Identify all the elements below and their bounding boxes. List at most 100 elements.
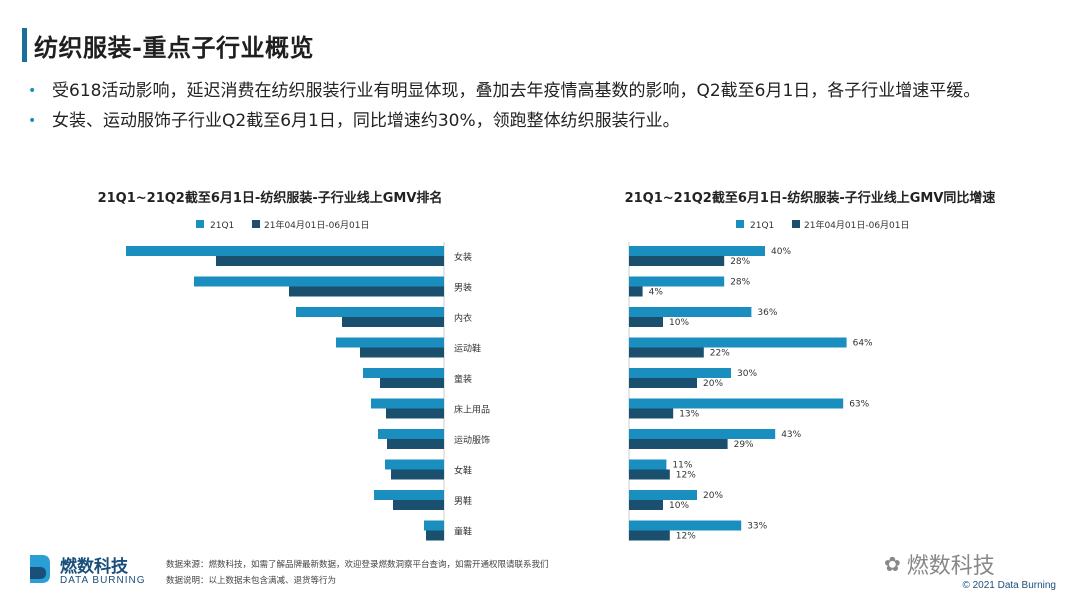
data-label-series2-9: 12% xyxy=(676,532,696,542)
logo-text: 燃数科技 xyxy=(60,557,128,577)
bullet-text: 受618活动影响，延迟消费在纺织服装行业有明显体现，叠加去年疫情高基数的影响，Q… xyxy=(52,81,981,101)
bar-series2-1 xyxy=(289,286,444,297)
data-label-series2-3: 22% xyxy=(710,349,730,359)
legend-swatch-series2 xyxy=(792,220,800,228)
bar-series1-1 xyxy=(629,276,725,287)
chart-title: 21Q1~21Q2截至6月1日-纺织服装-子行业线上GMV排名 xyxy=(98,190,443,206)
bullet-text: 女装、运动服饰子行业Q2截至6月1日，同比增速约30%，领跑整体纺织服装行业。 xyxy=(52,111,680,131)
bar-series1-0 xyxy=(126,246,444,256)
watermark-text: 燃数科技 xyxy=(906,554,995,579)
bar-series2-5 xyxy=(386,408,444,419)
bar-series1-7 xyxy=(629,459,667,470)
bar-series1-8 xyxy=(374,490,444,500)
gmv-growth-chart: 21Q1~21Q2截至6月1日-纺织服装-子行业线上GMV同比增速 21Q1 21年… xyxy=(625,190,996,542)
bar-series2-9 xyxy=(629,530,670,541)
data-label-series2-8: 10% xyxy=(669,501,689,511)
data-label-series1-4: 30% xyxy=(737,369,757,379)
bar-series2-2 xyxy=(342,317,444,327)
data-label-series1-1: 28% xyxy=(730,278,750,288)
legend-label-series1: 21Q1 xyxy=(750,221,774,231)
bar-series2-6 xyxy=(629,439,728,449)
bullet-list: • 受618活动影响，延迟消费在纺织服装行业有明显体现，叠加去年疫情高基数的影响，… xyxy=(28,76,980,136)
bar-series2-2 xyxy=(629,317,663,327)
bar-series1-5 xyxy=(371,398,444,409)
bar-series2-8 xyxy=(393,500,444,510)
data-label-series1-9: 33% xyxy=(747,522,767,532)
legend-label-series2: 21年04月01日-06月01日 xyxy=(804,219,910,231)
bar-series2-9 xyxy=(426,530,444,541)
bar-series2-3 xyxy=(629,347,704,358)
bar-series1-4 xyxy=(363,368,444,378)
bullet-item: • 女装、运动服饰子行业Q2截至6月1日，同比增速约30%，领跑整体纺织服装行业。 xyxy=(28,106,980,136)
legend-label-series1: 21Q1 xyxy=(210,221,234,231)
copyright: © 2021 Data Burning xyxy=(962,580,1056,591)
category-label-2: 内衣 xyxy=(454,312,472,324)
legend-swatch-series2 xyxy=(252,220,260,228)
wechat-icon: ✿ xyxy=(884,552,901,576)
data-label-series1-2: 36% xyxy=(757,308,777,318)
bar-series2-5 xyxy=(629,408,674,419)
category-label-5: 床上用品 xyxy=(454,404,490,416)
chart-title: 21Q1~21Q2截至6月1日-纺织服装-子行业线上GMV同比增速 xyxy=(625,190,996,206)
data-label-series2-7: 12% xyxy=(676,471,696,481)
bullet-dot-icon: • xyxy=(28,83,37,99)
data-label-series2-1: 4% xyxy=(649,288,664,298)
watermark: ✿ 燃数科技 xyxy=(884,548,995,580)
bar-series1-5 xyxy=(629,398,844,409)
legend-swatch-series1 xyxy=(736,220,744,228)
data-label-series1-3: 64% xyxy=(853,339,873,349)
bullet-item: • 受618活动影响，延迟消费在纺织服装行业有明显体现，叠加去年疫情高基数的影响，… xyxy=(28,76,980,106)
bar-series1-3 xyxy=(629,337,847,348)
category-label-6: 运动服饰 xyxy=(454,434,490,446)
logo-subtext: DATA BURNING xyxy=(60,575,146,586)
bar-series2-3 xyxy=(360,347,444,358)
category-label-4: 童装 xyxy=(454,373,472,385)
data-label-series2-2: 10% xyxy=(669,318,689,328)
bar-series2-6 xyxy=(387,439,444,449)
data-label-series1-6: 43% xyxy=(781,430,801,440)
bar-series2-1 xyxy=(629,286,643,297)
data-source: 数据来源：燃数科技，如需了解品牌最新数据，欢迎登录燃数洞察平台查询，如需开通权限… xyxy=(166,560,549,570)
bar-series2-4 xyxy=(629,378,697,388)
bar-series2-4 xyxy=(380,378,444,388)
title-accent-bar xyxy=(22,28,27,62)
bar-series1-6 xyxy=(378,429,444,439)
data-label-series1-8: 20% xyxy=(703,491,723,501)
bar-series2-8 xyxy=(629,500,663,510)
category-label-3: 运动鞋 xyxy=(454,343,481,355)
bar-series2-0 xyxy=(216,256,444,266)
logo-icon xyxy=(30,555,50,583)
bar-series1-8 xyxy=(629,490,697,500)
legend-swatch-series1 xyxy=(196,220,204,228)
bar-series1-9 xyxy=(424,520,444,531)
bar-series2-0 xyxy=(629,256,725,266)
bar-series1-0 xyxy=(629,246,765,256)
bar-series1-7 xyxy=(385,459,444,470)
bar-series2-7 xyxy=(629,469,670,480)
page-title: 纺织服装-重点子行业概览 xyxy=(34,34,314,62)
category-label-9: 童鞋 xyxy=(454,526,472,538)
data-label-series2-6: 29% xyxy=(734,440,754,450)
bullet-dot-icon: • xyxy=(28,113,37,129)
bar-series1-3 xyxy=(336,337,444,348)
bar-series1-9 xyxy=(629,520,742,531)
bar-series1-2 xyxy=(296,307,444,317)
bar-series1-2 xyxy=(629,307,752,317)
category-label-1: 男装 xyxy=(454,282,472,294)
category-label-7: 女鞋 xyxy=(454,465,472,477)
bar-series2-7 xyxy=(391,469,444,480)
data-label-series1-5: 63% xyxy=(849,400,869,410)
data-label-series2-5: 13% xyxy=(679,410,699,420)
bar-series1-4 xyxy=(629,368,731,378)
data-label-series1-7: 11% xyxy=(672,461,692,471)
gmv-ranking-chart: 21Q1~21Q2截至6月1日-纺织服装-子行业线上GMV排名 21Q1 21年04… xyxy=(98,190,490,541)
data-label-series2-4: 20% xyxy=(703,379,723,389)
data-label-series2-0: 28% xyxy=(730,257,750,267)
bar-series1-6 xyxy=(629,429,776,439)
category-label-0: 女装 xyxy=(454,251,472,263)
legend-label-series2: 21年04月01日-06月01日 xyxy=(264,219,370,231)
bar-series1-1 xyxy=(194,276,444,287)
category-label-8: 男鞋 xyxy=(454,495,472,507)
data-label-series1-0: 40% xyxy=(771,247,791,257)
data-note: 数据说明：以上数据未包含满减、退货等行为 xyxy=(166,576,337,586)
